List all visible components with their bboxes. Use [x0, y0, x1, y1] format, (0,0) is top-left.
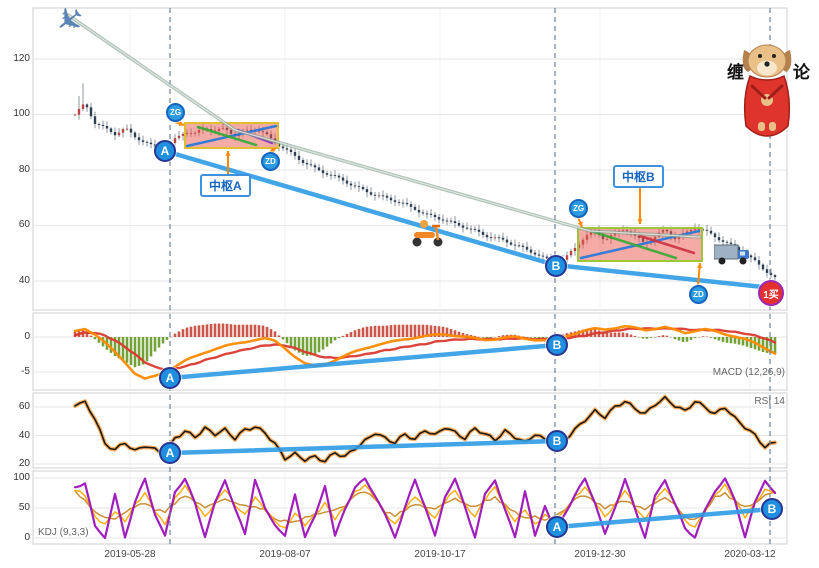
x-tick-date: 2019-10-17 [414, 549, 466, 560]
y-tick-main: 100 [13, 108, 30, 119]
zd-badge-pivot-a: ZD [261, 152, 280, 171]
kdj-layer [73, 477, 777, 540]
y-tick-macd: -5 [21, 366, 30, 377]
point-b-badge-main: B [545, 255, 567, 277]
kdj-panel-label: KDJ (9,3,3) [38, 527, 89, 538]
mascot-dog-icon [738, 42, 796, 143]
rsi-panel-label: RSI 14 [754, 396, 785, 407]
x-tick-date: 2020-03-12 [724, 549, 776, 560]
zg-badge-pivot-a: ZG [166, 103, 185, 122]
pivot-boxes-layer [184, 122, 703, 262]
y-tick-rsi: 20 [18, 458, 30, 469]
y-tick-rsi: 40 [18, 430, 30, 441]
y-tick-main: 60 [18, 219, 30, 230]
grid-layer [32, 7, 788, 545]
rsi-layer [73, 394, 777, 464]
y-tick-kdj: 0 [24, 532, 30, 543]
point-b-badge-rsi: B [546, 430, 568, 452]
y-tick-macd: 0 [24, 331, 30, 342]
y-tick-rsi: 60 [18, 401, 30, 412]
brand-right-char: 论 [793, 63, 810, 82]
scooter-icon [410, 218, 446, 253]
y-tick-main: 80 [18, 164, 30, 175]
pivot-a-label: 中枢A [200, 174, 251, 197]
x-tick-date: 2019-08-07 [259, 549, 311, 560]
y-tick-main: 120 [13, 53, 30, 64]
zg-badge-pivot-b: ZG [569, 199, 588, 218]
point-b-badge-macd: B [546, 334, 568, 356]
point-a-badge-macd: A [159, 367, 181, 389]
zd-badge-pivot-b: ZD [689, 285, 708, 304]
truck-icon [713, 241, 754, 272]
y-tick-main: 40 [18, 275, 30, 286]
point-b-badge-kdj: B [761, 498, 783, 520]
point-a-badge-rsi: A [159, 442, 181, 464]
point-a-badge-main: A [154, 140, 176, 162]
y-tick-kdj: 50 [18, 502, 30, 513]
x-tick-date: 2019-05-28 [104, 549, 156, 560]
first-buy-badge: 1买 [758, 280, 784, 306]
macd-panel-label: MACD (12,26,9) [712, 367, 785, 378]
y-tick-kdj: 100 [13, 472, 30, 483]
macd-layer [73, 323, 777, 380]
point-a-badge-kdj: A [546, 516, 568, 538]
brand-left-char: 缠 [727, 63, 744, 82]
x-tick-date: 2019-12-30 [574, 549, 626, 560]
pivot-b-label: 中枢B [613, 165, 664, 188]
arrows-layer [174, 121, 703, 286]
